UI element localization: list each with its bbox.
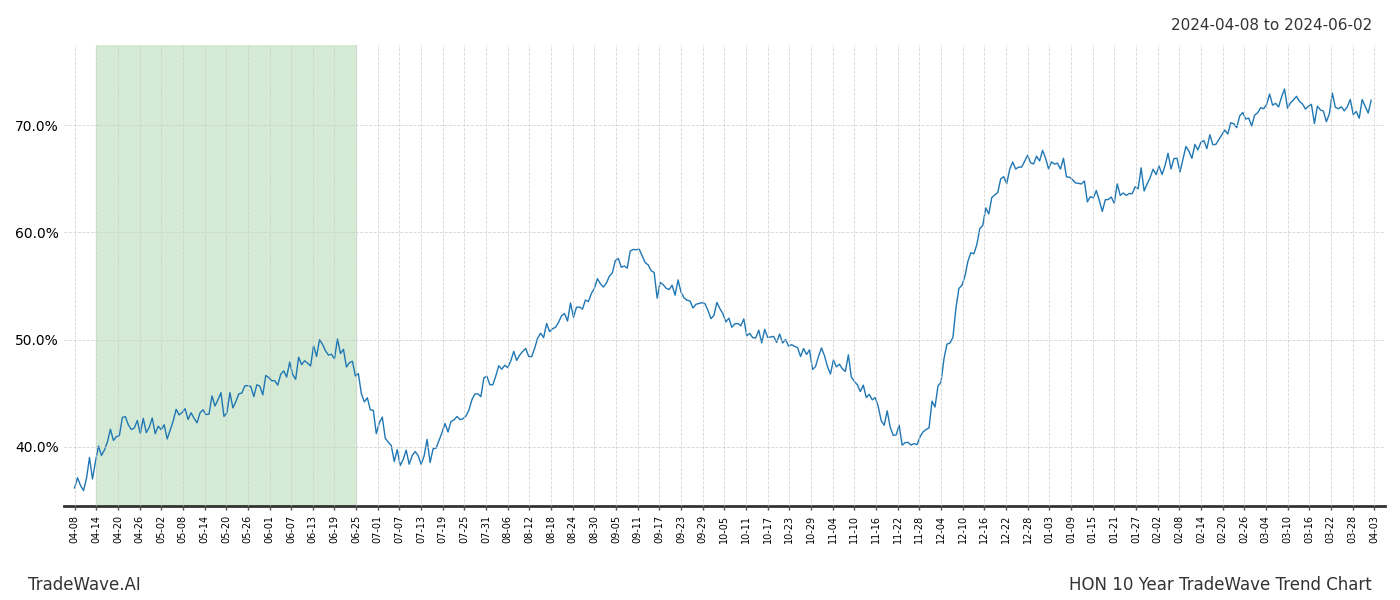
Text: TradeWave.AI: TradeWave.AI: [28, 576, 141, 594]
Bar: [97, 45, 356, 506]
Text: 2024-04-08 to 2024-06-02: 2024-04-08 to 2024-06-02: [1170, 18, 1372, 33]
Text: HON 10 Year TradeWave Trend Chart: HON 10 Year TradeWave Trend Chart: [1070, 576, 1372, 594]
